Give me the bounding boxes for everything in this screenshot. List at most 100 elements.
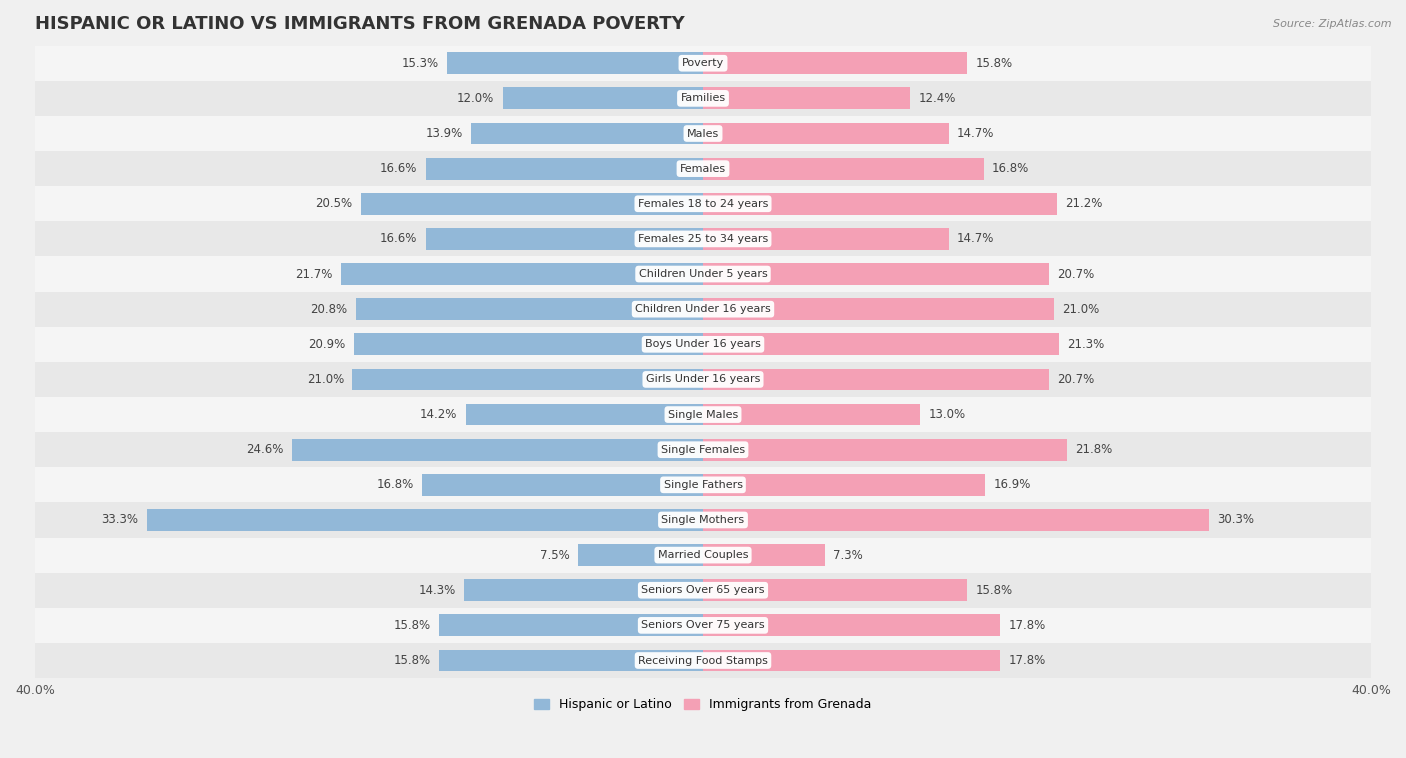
Text: 14.7%: 14.7% <box>957 127 994 140</box>
Text: 14.7%: 14.7% <box>957 233 994 246</box>
Text: 15.3%: 15.3% <box>402 57 439 70</box>
Text: 15.8%: 15.8% <box>394 654 430 667</box>
Text: Girls Under 16 years: Girls Under 16 years <box>645 374 761 384</box>
Bar <box>340 263 703 285</box>
Bar <box>35 327 1371 362</box>
Text: 16.6%: 16.6% <box>380 233 418 246</box>
Bar <box>35 362 1371 397</box>
Text: 30.3%: 30.3% <box>1218 513 1254 527</box>
Bar <box>35 81 1371 116</box>
Text: 12.0%: 12.0% <box>457 92 495 105</box>
Bar <box>502 87 703 109</box>
Text: 20.7%: 20.7% <box>1057 373 1094 386</box>
Text: Married Couples: Married Couples <box>658 550 748 560</box>
Text: 12.4%: 12.4% <box>918 92 956 105</box>
Bar <box>354 334 703 356</box>
Bar <box>35 503 1371 537</box>
Bar <box>703 509 1209 531</box>
Text: Single Fathers: Single Fathers <box>664 480 742 490</box>
Bar <box>35 151 1371 186</box>
Text: 21.7%: 21.7% <box>295 268 332 280</box>
Text: 21.0%: 21.0% <box>1062 302 1099 315</box>
Bar <box>703 579 967 601</box>
Bar <box>35 116 1371 151</box>
Text: 16.9%: 16.9% <box>994 478 1031 491</box>
Bar <box>35 221 1371 256</box>
Text: 17.8%: 17.8% <box>1008 654 1046 667</box>
Bar <box>426 228 703 250</box>
Text: 13.9%: 13.9% <box>425 127 463 140</box>
Text: 20.9%: 20.9% <box>308 338 346 351</box>
Bar <box>703 474 986 496</box>
Bar <box>578 544 703 566</box>
Text: 15.8%: 15.8% <box>394 619 430 632</box>
Text: Children Under 16 years: Children Under 16 years <box>636 304 770 314</box>
Text: Females: Females <box>681 164 725 174</box>
Bar <box>356 299 703 320</box>
Bar <box>464 579 703 601</box>
Text: Poverty: Poverty <box>682 58 724 68</box>
Text: 14.3%: 14.3% <box>419 584 456 597</box>
Text: 7.3%: 7.3% <box>834 549 863 562</box>
Bar <box>703 334 1059 356</box>
Bar <box>703 299 1053 320</box>
Text: 7.5%: 7.5% <box>540 549 569 562</box>
Text: Seniors Over 65 years: Seniors Over 65 years <box>641 585 765 595</box>
Bar <box>703 404 920 425</box>
Bar <box>35 573 1371 608</box>
Text: 21.8%: 21.8% <box>1076 443 1112 456</box>
Bar <box>703 615 1000 636</box>
Bar <box>703 544 825 566</box>
Text: Receiving Food Stamps: Receiving Food Stamps <box>638 656 768 666</box>
Bar <box>422 474 703 496</box>
Bar <box>439 650 703 672</box>
Text: 13.0%: 13.0% <box>928 408 966 421</box>
Bar <box>426 158 703 180</box>
Text: Single Females: Single Females <box>661 445 745 455</box>
Bar <box>465 404 703 425</box>
Text: Seniors Over 75 years: Seniors Over 75 years <box>641 620 765 631</box>
Text: Boys Under 16 years: Boys Under 16 years <box>645 340 761 349</box>
Text: Families: Families <box>681 93 725 103</box>
Bar <box>35 256 1371 292</box>
Text: 33.3%: 33.3% <box>101 513 138 527</box>
Bar <box>35 45 1371 81</box>
Text: 20.5%: 20.5% <box>315 197 353 210</box>
Bar <box>703 193 1057 215</box>
Bar <box>703 123 949 144</box>
Bar <box>35 397 1371 432</box>
Bar <box>703 228 949 250</box>
Text: Children Under 5 years: Children Under 5 years <box>638 269 768 279</box>
Bar <box>353 368 703 390</box>
Text: 16.6%: 16.6% <box>380 162 418 175</box>
Text: 21.2%: 21.2% <box>1066 197 1102 210</box>
Bar <box>703 158 984 180</box>
Text: 24.6%: 24.6% <box>246 443 284 456</box>
Text: 20.8%: 20.8% <box>311 302 347 315</box>
Bar <box>35 467 1371 503</box>
Text: Single Mothers: Single Mothers <box>661 515 745 525</box>
Text: 20.7%: 20.7% <box>1057 268 1094 280</box>
Bar <box>703 439 1067 461</box>
Text: Source: ZipAtlas.com: Source: ZipAtlas.com <box>1274 19 1392 29</box>
Bar <box>35 643 1371 678</box>
Bar <box>35 292 1371 327</box>
Bar <box>703 52 967 74</box>
Text: Females 25 to 34 years: Females 25 to 34 years <box>638 234 768 244</box>
Text: 17.8%: 17.8% <box>1008 619 1046 632</box>
Bar <box>703 87 910 109</box>
Bar <box>447 52 703 74</box>
Text: 15.8%: 15.8% <box>976 584 1012 597</box>
Bar <box>35 186 1371 221</box>
Bar <box>703 650 1000 672</box>
Text: 16.8%: 16.8% <box>993 162 1029 175</box>
Bar <box>703 368 1049 390</box>
Bar <box>35 432 1371 467</box>
Bar <box>292 439 703 461</box>
Text: Males: Males <box>688 129 718 139</box>
Text: HISPANIC OR LATINO VS IMMIGRANTS FROM GRENADA POVERTY: HISPANIC OR LATINO VS IMMIGRANTS FROM GR… <box>35 15 685 33</box>
Text: 21.0%: 21.0% <box>307 373 344 386</box>
Bar <box>35 608 1371 643</box>
Bar <box>146 509 703 531</box>
Bar <box>35 537 1371 573</box>
